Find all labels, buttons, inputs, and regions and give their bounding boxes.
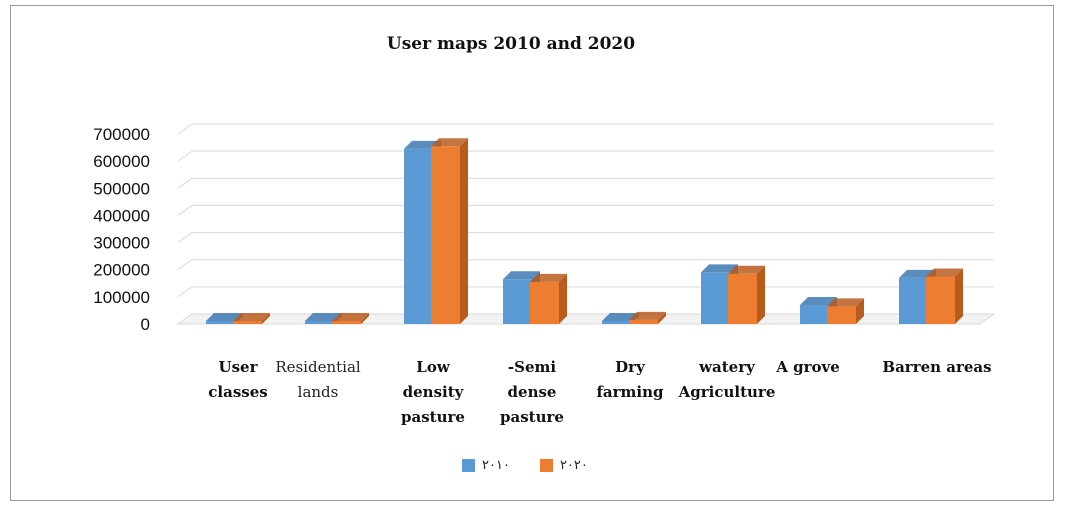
- bar-side-1-4: [658, 311, 666, 324]
- bar-0-3: [503, 279, 532, 324]
- y-tick-label: 700000: [93, 125, 150, 144]
- x-category-label: lands: [298, 383, 339, 401]
- bar-1-3: [530, 281, 559, 324]
- x-category-label: Residential: [275, 358, 361, 376]
- x-category-label: dense: [508, 383, 557, 401]
- bar-side-1-1: [361, 313, 369, 324]
- x-category-label: classes: [208, 383, 267, 401]
- legend-swatch-2010: [462, 459, 475, 472]
- bar-0-6: [800, 305, 829, 324]
- bar-0-4: [602, 321, 631, 324]
- bar-top-1-4: [629, 311, 666, 320]
- bar-1-4: [629, 319, 658, 324]
- bar-top-1-1: [332, 313, 369, 321]
- x-category-label: Dry: [615, 358, 646, 376]
- bar-side-1-2: [460, 138, 468, 324]
- chart-title: User maps 2010 and 2020: [386, 34, 636, 54]
- bar-top-0-0: [206, 313, 243, 321]
- x-category-label: watery: [698, 358, 756, 376]
- bar-0-1: [305, 321, 334, 324]
- bar-top-0-4: [602, 313, 639, 321]
- gridline-depth: [177, 259, 193, 271]
- y-tick-label: 300000: [93, 234, 150, 253]
- legend-item-2010: ٢٠١٠: [462, 458, 510, 473]
- y-tick-label: 500000: [93, 179, 150, 198]
- x-category-label: Barren areas: [882, 358, 991, 376]
- bar-1-1: [332, 321, 361, 324]
- bar-top-1-2: [431, 138, 468, 147]
- plot-floor: [176, 313, 996, 325]
- x-category-label: User: [219, 358, 259, 376]
- bar-0-7: [899, 277, 928, 324]
- gridline-depth: [177, 150, 193, 162]
- gridline-depth: [177, 177, 193, 189]
- gridline-depth: [177, 123, 193, 135]
- bar-top-0-1: [305, 313, 342, 321]
- legend-label-2020: ٢٠٢٠: [559, 458, 588, 473]
- bar-0-0: [206, 321, 235, 324]
- y-tick-label: 0: [141, 315, 150, 334]
- chart-frame: User maps 2010 and 2020: [10, 5, 1054, 501]
- bar-1-2: [431, 146, 460, 324]
- bar-top-0-6: [800, 297, 837, 305]
- y-tick-label: 400000: [93, 206, 150, 225]
- gridline-depth: [177, 232, 193, 243]
- legend-swatch-2020: [539, 459, 553, 472]
- bar-top-1-6: [827, 298, 864, 307]
- legend: ٢٠١٠ ٢٠٢٠: [462, 458, 618, 473]
- bar-side-1-7: [955, 268, 963, 324]
- bar-side-1-3: [559, 273, 567, 324]
- x-category-label: Low: [416, 358, 451, 376]
- legend-label-2010: ٢٠١٠: [482, 458, 510, 473]
- bar-top-1-7: [926, 268, 963, 277]
- y-tick-label: 200000: [93, 261, 150, 280]
- y-tick-label: 100000: [93, 288, 150, 307]
- bar-top-0-5: [701, 264, 738, 273]
- x-category-label: pasture: [500, 408, 564, 426]
- legend-item-2020: ٢٠٢٠: [539, 458, 588, 473]
- y-tick-label: 600000: [93, 152, 150, 171]
- bar-1-6: [827, 306, 856, 324]
- bar-side-1-6: [856, 298, 864, 324]
- bar-side-1-0: [262, 313, 270, 324]
- bar-0-2: [404, 148, 433, 324]
- x-category-label: density: [403, 383, 465, 401]
- x-category-label: farming: [596, 383, 664, 401]
- bar-top-1-0: [233, 313, 270, 321]
- bar-top-0-3: [503, 271, 540, 280]
- bar-top-1-3: [530, 273, 567, 282]
- bar-0-5: [701, 272, 730, 324]
- x-category-label: Agriculture: [678, 383, 776, 401]
- bar-1-5: [728, 273, 757, 324]
- bar-1-0: [233, 321, 262, 324]
- bar-1-7: [926, 276, 955, 324]
- bar-side-1-5: [757, 265, 765, 324]
- gridline-depth: [177, 205, 193, 216]
- x-category-label: pasture: [401, 408, 465, 426]
- x-category-label: -Semi: [508, 358, 556, 376]
- gridline-depth: [177, 286, 193, 298]
- x-category-label: A grove: [775, 358, 840, 376]
- bar-top-1-5: [728, 265, 765, 274]
